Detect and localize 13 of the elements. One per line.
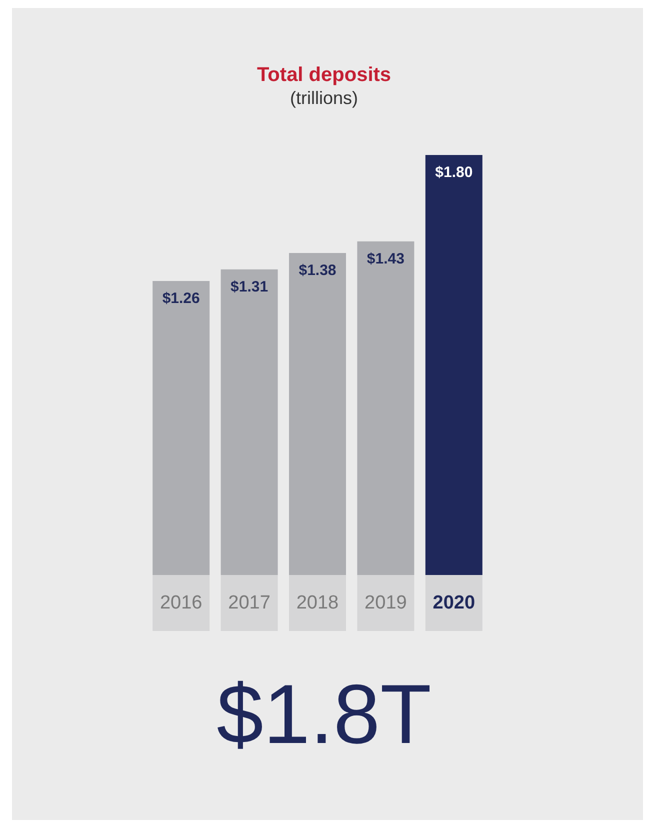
data-label: $1.26 xyxy=(162,290,200,307)
x-tick-label: 2018 xyxy=(296,592,339,614)
chart-title: Total deposits xyxy=(256,64,392,86)
x-tick-label: 2016 xyxy=(160,592,202,614)
data-label: $1.31 xyxy=(230,278,268,296)
chart-subtitle: (trillions) xyxy=(290,88,358,108)
x-tick-label: 2020 xyxy=(432,592,476,614)
x-tick-label: 2017 xyxy=(228,592,270,614)
data-label: $1.43 xyxy=(366,250,404,268)
data-label: $1.80 xyxy=(435,164,473,181)
data-label: $1.38 xyxy=(298,262,336,279)
text: $1.8T xyxy=(216,667,432,761)
x-tick-label: 2019 xyxy=(364,592,407,614)
